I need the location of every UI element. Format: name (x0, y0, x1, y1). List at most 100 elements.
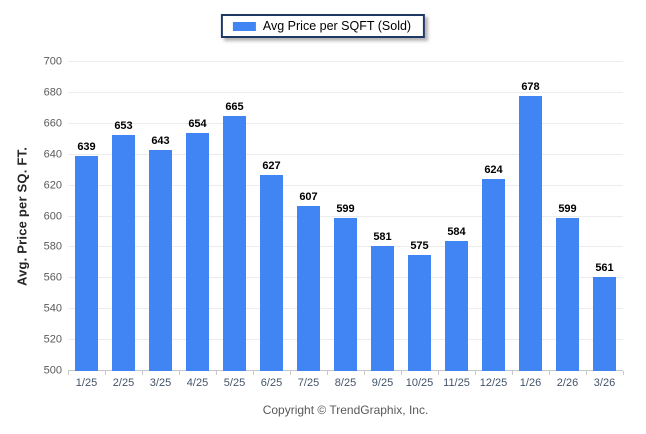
y-tick-label: 580 (43, 240, 62, 253)
x-tick-mark (512, 371, 513, 375)
legend-swatch-icon (232, 21, 256, 31)
bar (260, 174, 283, 371)
y-tick-label: 560 (43, 271, 62, 284)
x-tick-label: 3/26 (593, 377, 616, 389)
bar-value-label: 627 (262, 159, 281, 172)
x-tick-mark (623, 371, 624, 375)
gridline (68, 184, 623, 186)
bar-column: 653 (105, 62, 142, 371)
bar (408, 255, 431, 371)
bar-column: 665 (216, 62, 253, 371)
bar-column: 624 (475, 62, 512, 371)
y-tick-label: 500 (43, 364, 62, 377)
x-tick-label: 11/25 (443, 377, 470, 389)
bar-value-label: 599 (336, 203, 355, 215)
x-tick-label: 5/25 (223, 377, 246, 389)
x-tick-mark (549, 371, 550, 375)
bar-value-label: 575 (410, 240, 429, 253)
gridline (68, 122, 623, 124)
x-tick-label: 12/25 (479, 377, 508, 389)
bar (334, 218, 357, 371)
x-tick-mark (68, 371, 69, 375)
bar-value-label: 653 (114, 119, 133, 132)
bar-column: 599 (327, 62, 364, 371)
x-tick-label: 10/25 (405, 377, 434, 389)
bar (482, 179, 505, 371)
x-axis-ticks (68, 371, 624, 376)
bars-container: 639 653 643 654 665 627 607 599 581 575 584 624 678 5… (68, 62, 623, 371)
gridline (68, 91, 623, 93)
bar-value-label: 654 (188, 118, 207, 131)
gridline (68, 153, 623, 155)
gridline (68, 61, 623, 62)
legend: Avg Price per SQFT (Sold) (220, 14, 426, 38)
y-tick-label: 680 (43, 86, 62, 99)
bar (556, 218, 579, 371)
gridline (68, 215, 623, 217)
x-tick-label: 2/25 (112, 377, 135, 389)
bar (186, 133, 209, 371)
x-tick-mark (179, 371, 180, 375)
bar-value-label: 581 (373, 230, 392, 243)
bar (519, 96, 542, 371)
plot-area: 639 653 643 654 665 627 607 599 581 575 584 624 678 5… (68, 61, 623, 371)
bar (297, 205, 320, 371)
bar-value-label: 665 (225, 101, 244, 114)
bar-column: 599 (549, 62, 586, 371)
x-tick-mark (290, 371, 291, 375)
x-tick-mark (438, 371, 439, 375)
bar (112, 134, 135, 371)
y-tick-label: 600 (43, 210, 62, 222)
y-tick-label: 660 (43, 117, 62, 130)
bar-column: 627 (253, 62, 290, 371)
bar (593, 276, 616, 371)
bar-value-label: 624 (484, 164, 503, 177)
bar-column: 581 (364, 62, 401, 371)
x-tick-label: 3/25 (149, 377, 172, 389)
y-tick-label: 540 (43, 302, 62, 315)
x-tick-label: 9/25 (371, 377, 394, 389)
bar-column: 561 (586, 62, 623, 371)
bar-value-label: 643 (151, 135, 170, 148)
x-tick-label: 2/26 (556, 377, 579, 389)
bar-value-label: 599 (558, 203, 577, 215)
x-tick-label: 7/25 (297, 377, 320, 389)
y-tick-label: 700 (43, 55, 62, 68)
x-tick-label: 6/25 (260, 377, 283, 389)
bar (223, 116, 246, 371)
x-tick-label: 1/26 (519, 377, 542, 389)
bar-value-label: 607 (299, 190, 318, 203)
x-tick-mark (364, 371, 365, 375)
y-tick-label: 620 (43, 179, 62, 192)
bar-column: 584 (438, 62, 475, 371)
x-tick-label: 8/25 (334, 377, 357, 389)
bar-value-label: 561 (595, 261, 614, 274)
x-tick-mark (105, 371, 106, 375)
x-tick-mark (142, 371, 143, 375)
x-tick-label: 4/25 (186, 377, 209, 389)
bar-column: 678 (512, 62, 549, 371)
bar (371, 245, 394, 371)
x-tick-label: 1/25 (75, 377, 98, 389)
x-tick-mark (216, 371, 217, 375)
x-tick-mark (401, 371, 402, 375)
bar (75, 156, 98, 371)
x-tick-mark (475, 371, 476, 375)
bar-column: 639 (68, 62, 105, 371)
bar (445, 241, 468, 371)
bar-value-label: 639 (77, 141, 96, 154)
x-tick-mark (253, 371, 254, 375)
bar (149, 150, 172, 371)
bar-value-label: 584 (447, 226, 466, 239)
bar-column: 654 (179, 62, 216, 371)
legend-label: Avg Price per SQFT (Sold) (262, 19, 412, 33)
x-axis-labels: 1/25 2/25 3/25 4/25 5/25 6/25 7/25 8/25 9/25 10/2… (68, 377, 623, 390)
y-tick-label: 520 (43, 333, 62, 346)
bar-column: 607 (290, 62, 327, 371)
x-tick-mark (586, 371, 587, 375)
y-tick-label: 640 (43, 148, 62, 161)
x-tick-mark (327, 371, 328, 375)
bar-column: 643 (142, 62, 179, 371)
copyright-text: Copyright © TrendGraphix, Inc. (262, 403, 429, 417)
